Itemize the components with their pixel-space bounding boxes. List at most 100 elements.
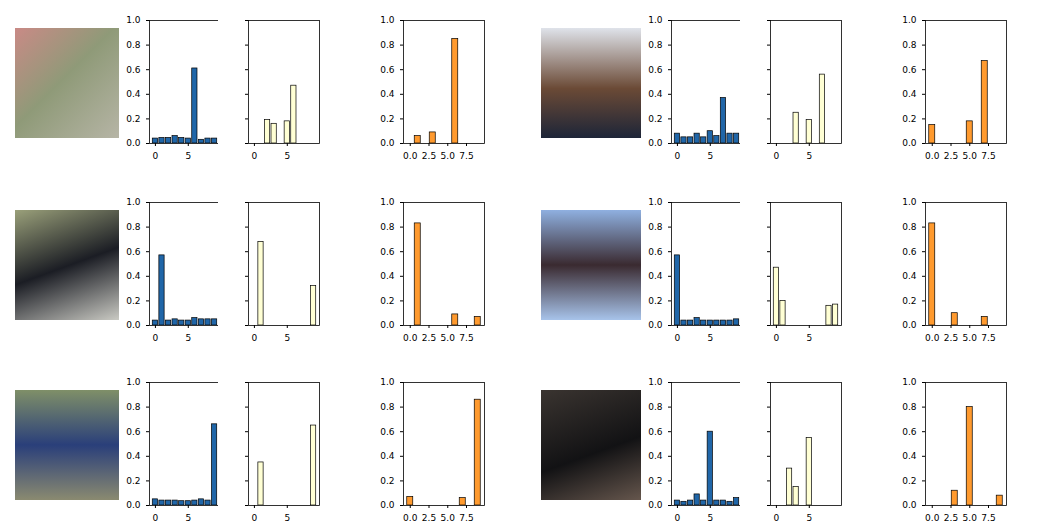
svg-text:1.0: 1.0 bbox=[380, 15, 395, 25]
svg-text:0.8: 0.8 bbox=[380, 222, 395, 232]
svg-text:5: 5 bbox=[707, 151, 713, 161]
svg-text:5: 5 bbox=[806, 333, 812, 343]
svg-text:0: 0 bbox=[675, 513, 681, 523]
svg-text:7.5: 7.5 bbox=[459, 333, 473, 343]
svg-text:0.0: 0.0 bbox=[648, 138, 663, 148]
svg-text:0.6: 0.6 bbox=[648, 427, 663, 437]
svg-text:5: 5 bbox=[284, 513, 290, 523]
svg-text:0.6: 0.6 bbox=[126, 65, 141, 75]
svg-text:0.4: 0.4 bbox=[126, 89, 141, 99]
svg-text:5: 5 bbox=[806, 513, 812, 523]
svg-text:1.0: 1.0 bbox=[126, 15, 141, 25]
svg-text:0.4: 0.4 bbox=[126, 271, 141, 281]
svg-text:0.6: 0.6 bbox=[902, 65, 917, 75]
svg-text:2.5: 2.5 bbox=[944, 333, 958, 343]
svg-text:0.4: 0.4 bbox=[126, 451, 141, 461]
svg-text:5: 5 bbox=[185, 333, 191, 343]
svg-text:0.0: 0.0 bbox=[648, 320, 663, 330]
svg-text:0.2: 0.2 bbox=[126, 476, 140, 486]
svg-text:0.0: 0.0 bbox=[380, 320, 395, 330]
svg-text:0.0: 0.0 bbox=[925, 333, 940, 343]
svg-text:0.2: 0.2 bbox=[380, 114, 394, 124]
svg-text:0.0: 0.0 bbox=[902, 138, 917, 148]
svg-text:1.0: 1.0 bbox=[648, 377, 663, 387]
svg-text:0.0: 0.0 bbox=[403, 151, 418, 161]
svg-text:0.6: 0.6 bbox=[380, 247, 395, 257]
svg-text:0.0: 0.0 bbox=[925, 151, 940, 161]
svg-text:0: 0 bbox=[153, 333, 159, 343]
svg-text:0.6: 0.6 bbox=[380, 427, 395, 437]
svg-text:0.6: 0.6 bbox=[648, 65, 663, 75]
svg-text:5: 5 bbox=[185, 151, 191, 161]
svg-text:0.6: 0.6 bbox=[902, 427, 917, 437]
svg-text:0.4: 0.4 bbox=[380, 451, 395, 461]
svg-text:0: 0 bbox=[774, 151, 780, 161]
svg-text:0.0: 0.0 bbox=[126, 500, 141, 510]
svg-text:7.5: 7.5 bbox=[459, 151, 473, 161]
svg-text:0: 0 bbox=[774, 333, 780, 343]
svg-text:0.0: 0.0 bbox=[380, 138, 395, 148]
svg-text:1.0: 1.0 bbox=[380, 377, 395, 387]
svg-text:0.2: 0.2 bbox=[648, 114, 662, 124]
svg-text:7.5: 7.5 bbox=[981, 333, 995, 343]
svg-text:1.0: 1.0 bbox=[648, 197, 663, 207]
svg-text:0.0: 0.0 bbox=[403, 333, 418, 343]
svg-text:5.0: 5.0 bbox=[441, 513, 456, 523]
svg-text:2.5: 2.5 bbox=[422, 151, 436, 161]
svg-text:0: 0 bbox=[252, 333, 258, 343]
svg-text:0.6: 0.6 bbox=[126, 427, 141, 437]
svg-text:0.8: 0.8 bbox=[648, 222, 663, 232]
svg-text:5.0: 5.0 bbox=[963, 151, 978, 161]
svg-text:0.4: 0.4 bbox=[380, 89, 395, 99]
svg-text:5.0: 5.0 bbox=[963, 333, 978, 343]
svg-text:7.5: 7.5 bbox=[981, 151, 995, 161]
svg-text:0.0: 0.0 bbox=[648, 500, 663, 510]
svg-text:0.6: 0.6 bbox=[126, 247, 141, 257]
svg-text:0.8: 0.8 bbox=[648, 40, 663, 50]
svg-text:1.0: 1.0 bbox=[126, 377, 141, 387]
svg-text:1.0: 1.0 bbox=[380, 197, 395, 207]
svg-text:7.5: 7.5 bbox=[459, 513, 473, 523]
svg-text:0.2: 0.2 bbox=[648, 476, 662, 486]
svg-text:0.2: 0.2 bbox=[126, 296, 140, 306]
svg-text:1.0: 1.0 bbox=[126, 197, 141, 207]
svg-text:5: 5 bbox=[806, 151, 812, 161]
svg-text:0: 0 bbox=[153, 151, 159, 161]
svg-text:0.4: 0.4 bbox=[380, 271, 395, 281]
svg-text:0.4: 0.4 bbox=[902, 271, 917, 281]
svg-text:2.5: 2.5 bbox=[422, 333, 436, 343]
svg-text:0: 0 bbox=[252, 513, 258, 523]
svg-text:0.4: 0.4 bbox=[648, 271, 663, 281]
svg-text:0.8: 0.8 bbox=[380, 402, 395, 412]
svg-text:2.5: 2.5 bbox=[944, 513, 958, 523]
svg-text:0.6: 0.6 bbox=[380, 65, 395, 75]
svg-text:5: 5 bbox=[284, 333, 290, 343]
svg-text:0.8: 0.8 bbox=[380, 40, 395, 50]
svg-text:2.5: 2.5 bbox=[944, 151, 958, 161]
svg-text:0: 0 bbox=[675, 333, 681, 343]
svg-text:0.2: 0.2 bbox=[902, 296, 916, 306]
svg-text:0: 0 bbox=[153, 513, 159, 523]
svg-text:0.0: 0.0 bbox=[902, 500, 917, 510]
svg-text:0.2: 0.2 bbox=[380, 296, 394, 306]
svg-text:0.2: 0.2 bbox=[380, 476, 394, 486]
svg-text:0.2: 0.2 bbox=[902, 114, 916, 124]
svg-text:0.6: 0.6 bbox=[902, 247, 917, 257]
svg-text:0.8: 0.8 bbox=[902, 402, 917, 412]
svg-text:5.0: 5.0 bbox=[441, 151, 456, 161]
svg-text:1.0: 1.0 bbox=[902, 197, 917, 207]
svg-text:5: 5 bbox=[284, 151, 290, 161]
svg-text:0.0: 0.0 bbox=[126, 138, 141, 148]
svg-text:0.4: 0.4 bbox=[648, 89, 663, 99]
svg-text:5.0: 5.0 bbox=[963, 513, 978, 523]
svg-text:0.4: 0.4 bbox=[648, 451, 663, 461]
svg-text:0.4: 0.4 bbox=[902, 451, 917, 461]
svg-text:0: 0 bbox=[675, 151, 681, 161]
svg-text:0.8: 0.8 bbox=[126, 40, 141, 50]
svg-text:1.0: 1.0 bbox=[902, 15, 917, 25]
svg-text:0.2: 0.2 bbox=[902, 476, 916, 486]
svg-text:5: 5 bbox=[707, 513, 713, 523]
svg-text:0: 0 bbox=[252, 151, 258, 161]
svg-text:0.2: 0.2 bbox=[126, 114, 140, 124]
svg-text:1.0: 1.0 bbox=[648, 15, 663, 25]
